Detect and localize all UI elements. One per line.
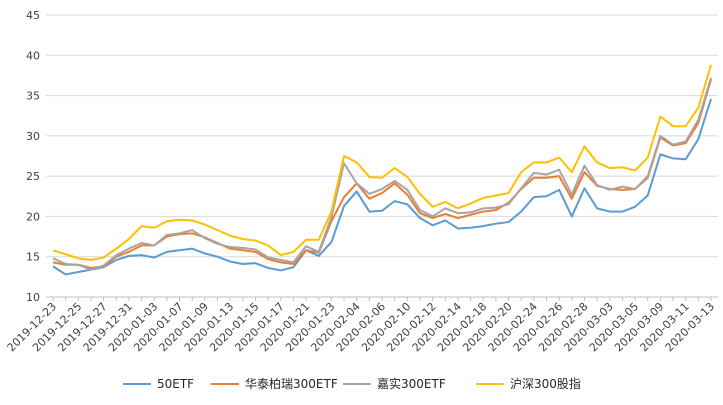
legend: 50ETF 华泰柏瑞300ETF 嘉实300ETF 沪深300股指 bbox=[123, 376, 581, 391]
series-line-2 bbox=[52, 77, 712, 271]
legend-label-2: 嘉实300ETF bbox=[377, 376, 446, 391]
series-line-3 bbox=[52, 64, 712, 261]
legend-label-3: 沪深300股指 bbox=[510, 376, 581, 391]
series-line-1 bbox=[52, 79, 712, 269]
gridlines bbox=[46, 14, 718, 298]
y-tick-label: 30 bbox=[26, 130, 40, 143]
y-tick-label: 40 bbox=[26, 49, 40, 62]
y-tick-label: 45 bbox=[26, 9, 40, 22]
series-line-0 bbox=[52, 98, 712, 276]
y-tick-label: 35 bbox=[26, 90, 40, 103]
series-lines bbox=[52, 64, 712, 276]
x-axis bbox=[46, 296, 718, 301]
legend-label-0: 50ETF bbox=[157, 377, 194, 391]
x-axis-tick-labels: 2019-12-232019-12-252019-12-272019-12-31… bbox=[5, 300, 717, 354]
y-tick-label: 20 bbox=[26, 210, 40, 223]
y-tick-label: 10 bbox=[26, 291, 40, 304]
y-axis-tick-labels: 10 15 20 25 30 35 40 45 bbox=[26, 9, 40, 304]
legend-label-1: 华泰柏瑞300ETF bbox=[245, 376, 338, 391]
y-tick-label: 25 bbox=[26, 170, 40, 183]
y-tick-label: 15 bbox=[26, 251, 40, 264]
